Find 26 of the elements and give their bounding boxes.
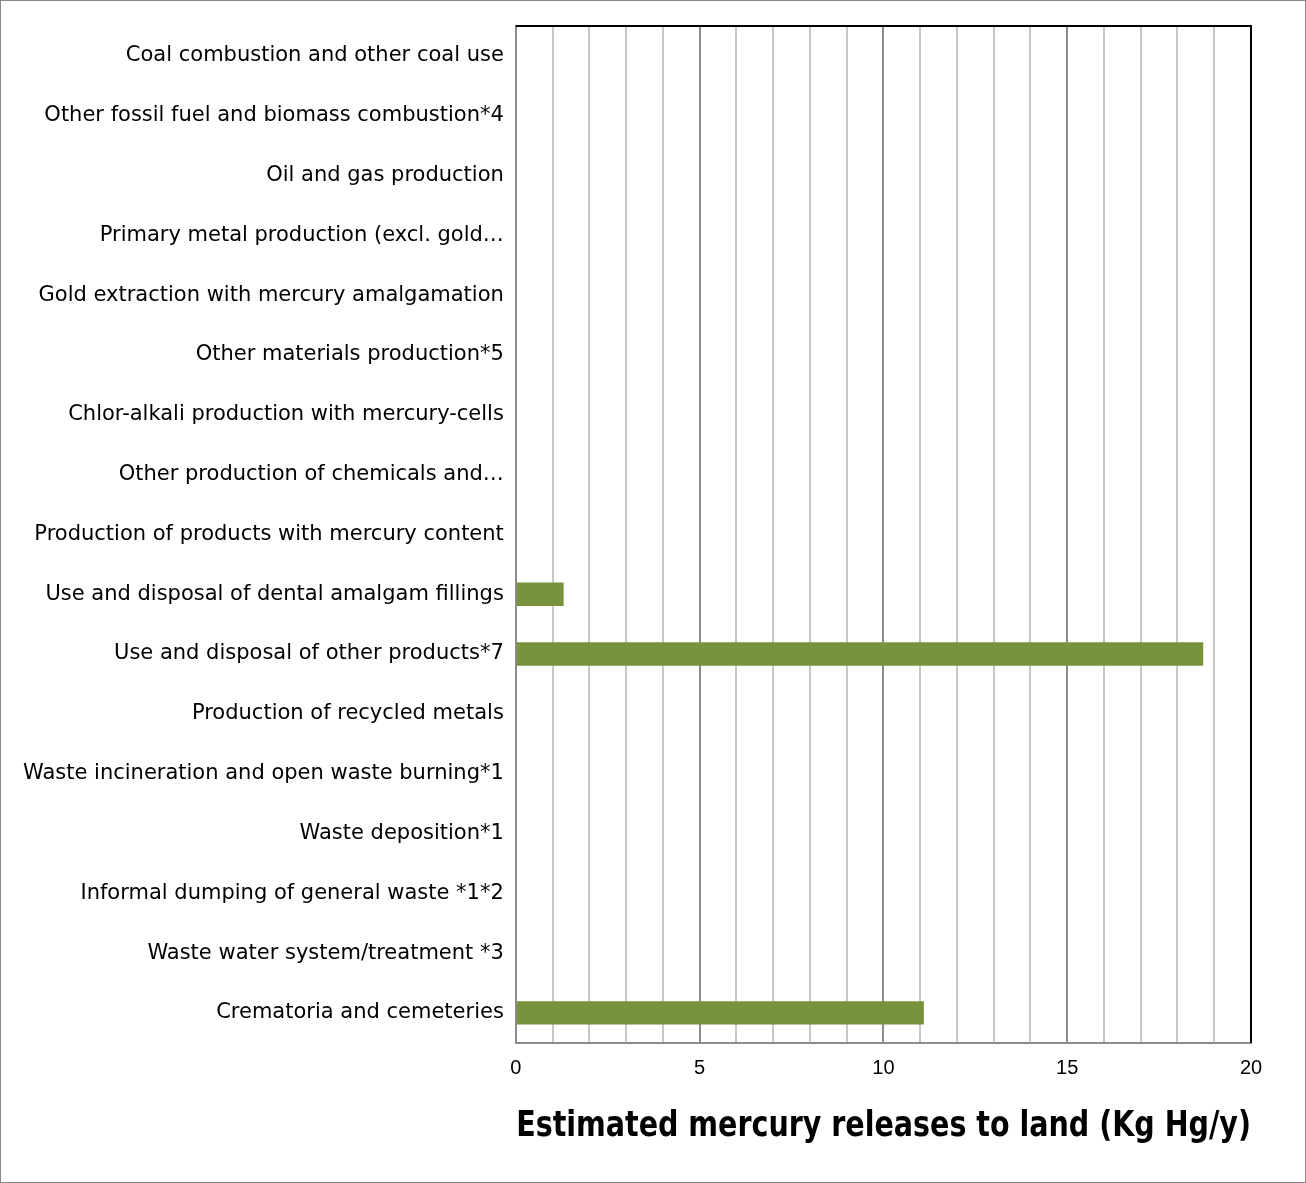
y-tick-label: Waste incineration and open waste burning*1 xyxy=(22,760,504,785)
x-tick-label: 5 xyxy=(694,1056,706,1079)
bar xyxy=(516,642,1204,666)
y-tick-label: Primary metal production (excl. gold… xyxy=(99,221,504,246)
y-tick-label: Other fossil fuel and biomass combustion*4 xyxy=(44,102,504,127)
y-tick-label: Production of products with mercury content xyxy=(34,520,504,545)
x-axis-title: Estimated mercury releases to land (Kg Hg/y) xyxy=(516,1102,1251,1145)
y-tick-label: Crematoria and cemeteries xyxy=(216,999,504,1024)
x-tick-label: 15 xyxy=(1056,1056,1079,1079)
y-tick-label: Gold extraction with mercury amalgamation xyxy=(38,281,504,306)
y-tick-label: Waste water system/treatment *3 xyxy=(147,939,504,964)
y-tick-label: Use and disposal of dental amalgam fillings xyxy=(45,580,504,605)
y-tick-label: Chlor-alkali production with mercury-cells xyxy=(68,401,504,426)
bar xyxy=(516,582,564,606)
x-tick-label: 20 xyxy=(1239,1056,1263,1079)
y-tick-label: Oil and gas production xyxy=(266,161,504,186)
y-tick-label: Production of recycled metals xyxy=(191,700,504,725)
x-tick-label: 10 xyxy=(872,1056,895,1079)
y-tick-label: Other production of chemicals and… xyxy=(118,461,504,486)
x-tick-label: 0 xyxy=(510,1056,522,1079)
y-tick-label: Coal combustion and other coal use xyxy=(125,42,504,67)
bar xyxy=(516,1001,924,1025)
y-tick-label: Use and disposal of other products*7 xyxy=(114,640,504,665)
y-tick-label: Other materials production*5 xyxy=(195,341,504,366)
y-tick-label: Informal dumping of general waste *1*2 xyxy=(80,879,504,904)
y-tick-label: Waste deposition*1 xyxy=(299,819,504,844)
